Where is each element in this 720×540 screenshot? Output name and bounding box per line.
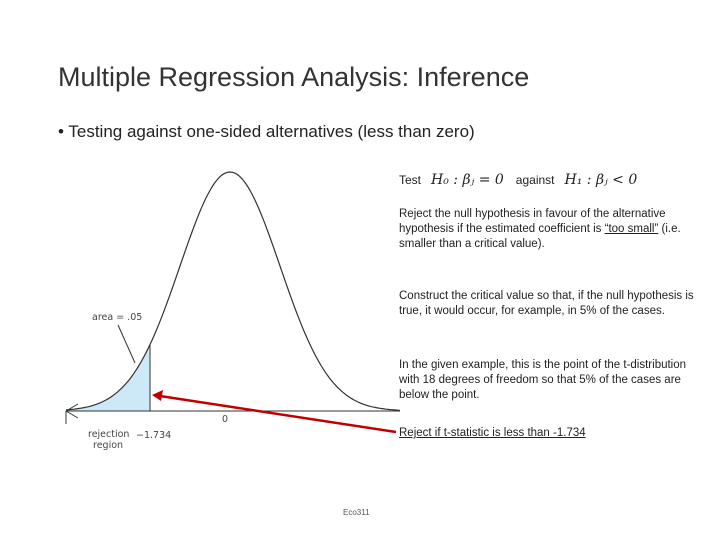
text: (i.e. smaller than a critical value). bbox=[399, 223, 681, 250]
region-label-1: rejection bbox=[88, 429, 129, 440]
slide-title: Multiple Regression Analysis: Inference bbox=[58, 62, 530, 92]
area-pointer bbox=[117, 324, 136, 364]
against-word: against bbox=[515, 173, 555, 187]
paragraph: Reject the null hypothesis in favour of … bbox=[399, 207, 707, 252]
critical-label: −1.734 bbox=[136, 430, 171, 441]
rejection-arrow bbox=[65, 403, 79, 424]
paragraph: Construct the critical value so that, if… bbox=[399, 290, 694, 317]
pointer-arrowhead bbox=[152, 390, 163, 401]
conclusion: Reject if t-statistic is less than -1.73… bbox=[399, 427, 586, 439]
emphasis: “too small” bbox=[604, 223, 659, 235]
density-curve bbox=[65, 171, 401, 411]
paragraph: In the given example, this is the point … bbox=[399, 359, 687, 401]
text: Reject the null hypothesis in favour of … bbox=[399, 208, 666, 235]
area-label: area = .05 bbox=[92, 312, 142, 323]
zero-label: 0 bbox=[222, 414, 228, 425]
pointer-arrow bbox=[159, 394, 397, 434]
rejection-area bbox=[66, 344, 150, 411]
test-word: Test bbox=[399, 173, 422, 187]
paragraph: Reject if t-statistic is less than -1.73… bbox=[399, 426, 707, 441]
h0: H₀ : βⱼ = 0 bbox=[431, 172, 504, 188]
region-label-2: region bbox=[93, 440, 123, 451]
test-line: Test H₀ : βⱼ = 0 against H₁ : βⱼ < 0 bbox=[399, 172, 649, 188]
bullet: • Testing against one-sided alternatives… bbox=[58, 122, 475, 141]
h1: H₁ : βⱼ < 0 bbox=[564, 172, 638, 188]
footer: Eco311 bbox=[343, 508, 370, 517]
bullet-text: Testing against one-sided alternatives (… bbox=[68, 122, 475, 141]
